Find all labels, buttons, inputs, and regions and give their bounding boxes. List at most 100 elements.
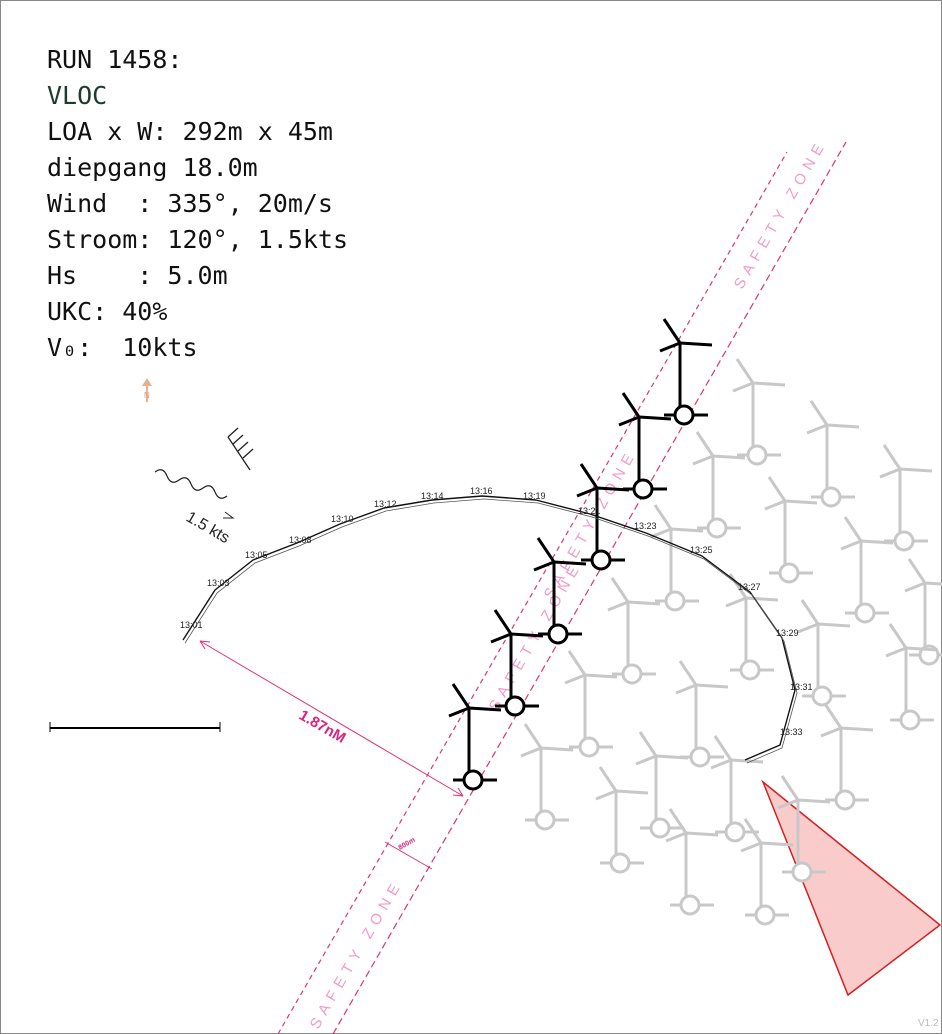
turbine-blade	[725, 596, 747, 608]
turbine	[576, 463, 630, 571]
turbine-blade	[712, 454, 746, 460]
turbine	[520, 723, 574, 831]
turbine-blade	[907, 558, 927, 584]
turbine-blade	[904, 581, 926, 593]
turbine-blade	[879, 467, 901, 479]
turbine-blade	[635, 754, 657, 766]
turbine-blade	[670, 527, 704, 533]
turbine-blade	[784, 499, 818, 505]
turbine-blade	[764, 499, 786, 511]
time-label: 13:29	[776, 628, 799, 638]
turbine-blade	[584, 673, 618, 679]
turbine-blade	[728, 573, 748, 599]
turbine-blade	[780, 775, 800, 801]
info-line: V₀: 10kts	[47, 333, 198, 362]
turbine	[879, 444, 933, 552]
turbine-blade	[735, 358, 755, 384]
distance-line	[199, 640, 464, 797]
info-line: Wind : 335°, 20m/s	[47, 189, 333, 218]
turbine-blade	[710, 758, 732, 770]
turbine-base	[649, 817, 671, 839]
turbine-blade	[695, 431, 715, 457]
turbine-blade	[840, 539, 862, 551]
turbine-blade	[817, 622, 851, 628]
turbine-blade	[743, 818, 763, 844]
version: V1.2	[918, 1018, 939, 1029]
turbine-blade	[797, 798, 831, 804]
time-label: 13:16	[470, 486, 493, 496]
turbine	[764, 476, 818, 584]
turbine	[840, 516, 894, 624]
turbine	[820, 703, 874, 811]
turbine-base	[899, 709, 921, 731]
turbine-base	[746, 444, 768, 466]
turbine-blade	[638, 415, 672, 421]
turbine	[675, 660, 729, 768]
info-line: Stroom: 120°, 1.5kts	[47, 225, 348, 254]
turbine-blade	[533, 560, 555, 572]
turbine-blade	[451, 683, 471, 709]
turbine-blade	[621, 392, 641, 418]
turbine	[607, 577, 661, 685]
turbine	[806, 400, 860, 508]
turbine-blade	[576, 486, 598, 498]
time-label: 13:05	[245, 550, 268, 560]
track	[182, 495, 796, 761]
turbine-blade	[536, 537, 556, 563]
turbine-blade	[800, 599, 820, 625]
turbine-blade	[809, 400, 829, 426]
turbine-base	[547, 623, 569, 645]
turbine-blade	[820, 726, 842, 738]
time-label: 13:19	[523, 491, 546, 501]
turbine-blade	[679, 341, 713, 347]
turbine-blade	[685, 831, 719, 837]
turbine-base	[462, 769, 484, 791]
turbine	[650, 504, 704, 612]
turbine	[490, 609, 544, 717]
turbine-blade	[638, 731, 658, 757]
turbine-blade	[579, 463, 599, 489]
zone-width-line	[384, 841, 433, 870]
turbine-blade	[840, 726, 874, 732]
turbine	[692, 431, 746, 539]
turbine-blade	[740, 841, 762, 853]
turbine-blade	[490, 632, 512, 644]
turbine-base	[706, 517, 728, 539]
turbine-blade	[745, 596, 779, 602]
info-line: diepgang 18.0m	[47, 153, 258, 182]
turbine-base	[578, 736, 600, 758]
turbine-base	[534, 809, 556, 831]
turbine-blade	[448, 706, 470, 718]
turbine-blade	[732, 381, 754, 393]
turbine-base	[811, 685, 833, 707]
turbine	[618, 392, 672, 500]
turbine-blade	[885, 646, 907, 658]
turbine-blade	[655, 754, 689, 760]
time-label: 13:14	[421, 491, 444, 501]
turbine-blade	[777, 798, 799, 810]
turbine-blade	[615, 789, 649, 795]
info-block: RUN 1458: VLOC LOA x W: 292m x 45m diepga…	[47, 45, 348, 362]
turbine-blade	[523, 723, 543, 749]
north-arrow	[142, 378, 152, 386]
turbine	[659, 318, 713, 426]
turbine	[595, 766, 649, 874]
current-arrowhead	[223, 511, 235, 519]
turbine	[740, 818, 794, 926]
north-label: N	[144, 391, 150, 400]
turbine-base	[854, 602, 876, 624]
turbine-blade	[899, 467, 933, 473]
time-label: 13:33	[780, 727, 803, 737]
turbine-blade	[806, 423, 828, 435]
turbine-base	[621, 663, 643, 685]
turbine-base	[679, 894, 701, 916]
turbine-blade	[826, 423, 860, 429]
turbine-blade	[924, 581, 942, 586]
turbine-blade	[713, 735, 733, 761]
turbine-blade	[760, 841, 794, 847]
zone-edge	[332, 141, 847, 1034]
turbine-base	[590, 549, 612, 571]
turbine-blade	[607, 600, 629, 612]
turbine	[564, 650, 618, 758]
